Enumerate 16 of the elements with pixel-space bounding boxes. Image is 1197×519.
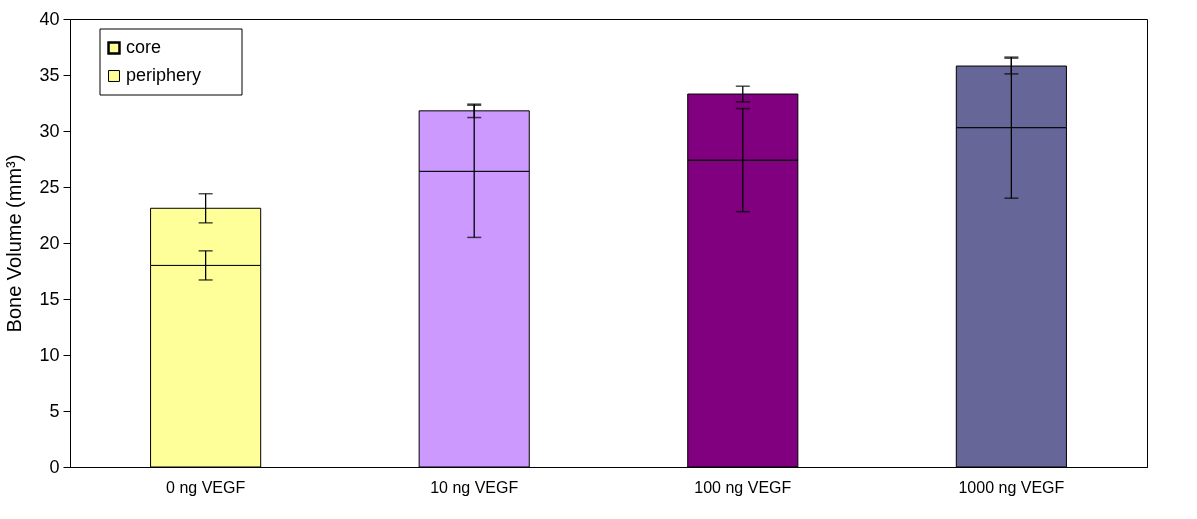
x-tick-label: 10 ng VEGF: [430, 478, 519, 496]
y-tick-label: 10: [39, 344, 60, 365]
y-tick-label: 35: [39, 64, 60, 85]
x-tick-label: 100 ng VEGF: [694, 478, 792, 496]
y-axis-title: Bone Volume (mm³): [3, 154, 26, 333]
y-tick-label: 25: [39, 176, 60, 197]
y-tick-label: 30: [39, 120, 60, 141]
x-tick-label: 1000 ng VEGF: [958, 478, 1065, 496]
y-tick-label: 0: [49, 456, 60, 477]
legend-label: core: [126, 37, 162, 57]
x-tick-label: 0 ng VEGF: [166, 478, 246, 496]
y-tick-label: 15: [39, 288, 60, 309]
legend-label: periphery: [126, 65, 202, 85]
y-tick-label: 5: [49, 400, 60, 421]
y-tick-label: 40: [39, 8, 60, 29]
y-tick-label: 20: [39, 232, 60, 253]
